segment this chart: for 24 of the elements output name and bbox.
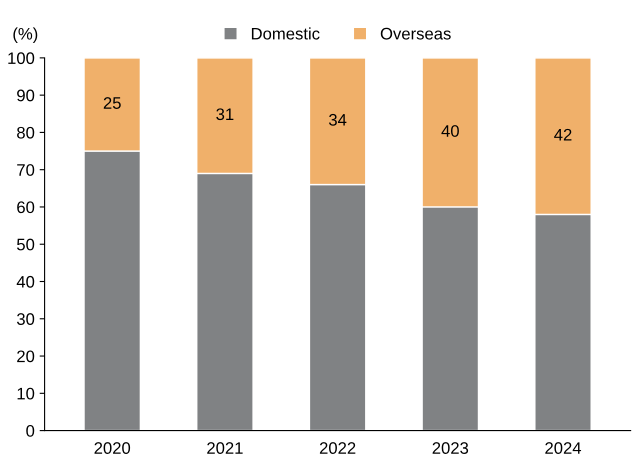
data-label: 34 [328, 114, 346, 126]
y-tick-label: 60 [17, 201, 34, 214]
data-label: 42 [554, 128, 572, 140]
x-tick-label: 2023 [432, 442, 468, 454]
legend-label: Domestic [252, 27, 320, 40]
data-label: 25 [104, 97, 121, 109]
legend-label: Overseas [380, 28, 451, 40]
y-tick-label: 10 [18, 388, 34, 400]
y-tick-label: 50 [17, 238, 34, 250]
y-tick-label: 0 [26, 424, 34, 437]
x-tick-label: 2021 [207, 442, 243, 454]
x-tick-label: 2022 [320, 442, 356, 454]
y-tick-label: 70 [17, 164, 34, 176]
data-label: 31 [216, 108, 234, 120]
y-axis-title: (%) [13, 27, 38, 43]
y-tick-label: 20 [17, 350, 34, 362]
y-tick-label: 30 [16, 313, 34, 325]
y-tick-label: 90 [17, 90, 34, 102]
y-tick-label: 100 [8, 52, 34, 64]
x-tick-label: 2020 [94, 442, 130, 454]
y-tick-label: 80 [17, 126, 34, 139]
x-tick-label: 2024 [545, 442, 582, 454]
data-label: 40 [441, 125, 459, 137]
y-tick-label: 40 [16, 276, 34, 288]
